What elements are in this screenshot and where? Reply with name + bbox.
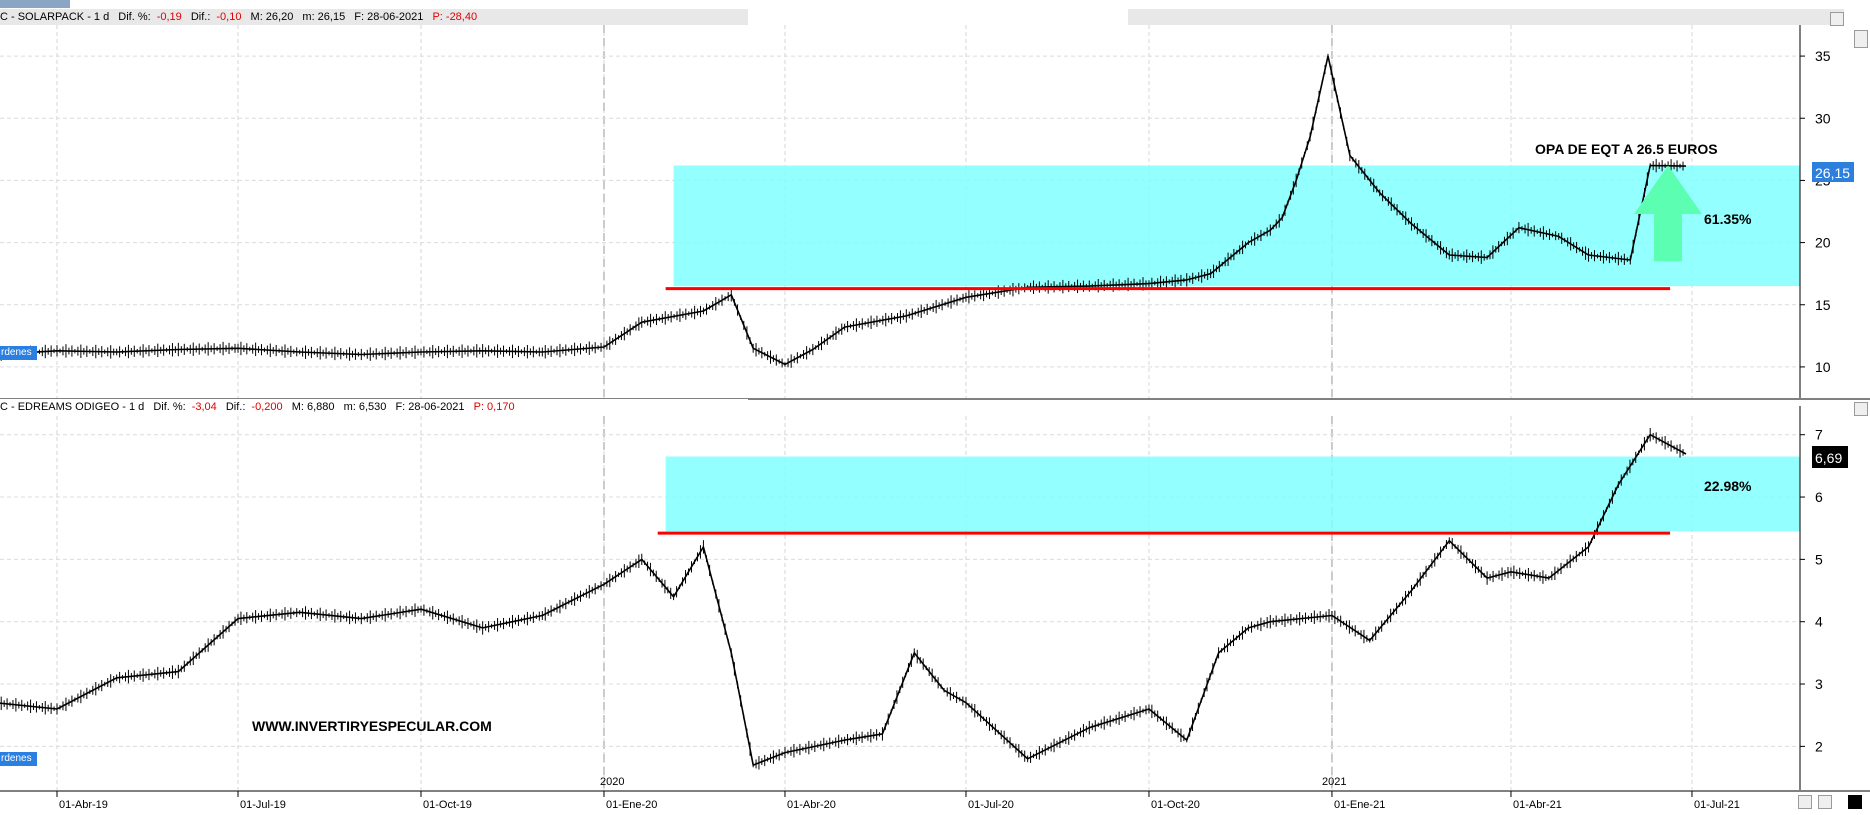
scroll-end-button[interactable] <box>1848 795 1862 809</box>
edreams-panel: 2 3 4 5 6 7 <box>0 406 1870 792</box>
edreams-title: C - EDREAMS ODIGEO - 1 d <box>0 401 145 413</box>
edreams-header: C - EDREAMS ODIGEO - 1 d Dif. %: -3,04 Di… <box>0 399 748 415</box>
solarpack-side-scroll-button[interactable] <box>1854 30 1868 48</box>
edreams-dif: -0,200 <box>251 401 283 413</box>
y-tick-label: 2 <box>1815 738 1823 754</box>
edreams-dif-label: Dif.: <box>225 401 246 413</box>
x-tick-label: 01-Jul-20 <box>968 799 1014 811</box>
y-tick-label: 30 <box>1815 110 1831 126</box>
solarpack-date: F: 28-06-2021 <box>354 11 424 23</box>
x-tick-label: 01-Jul-19 <box>240 799 286 811</box>
edreams-pct-label: 22.98% <box>1704 478 1752 494</box>
x-tick-label: 01-Oct-19 <box>423 799 472 811</box>
solarpack-price-tag-bg <box>1812 162 1854 182</box>
solarpack-p: P: -28,40 <box>432 11 478 23</box>
solarpack-orders-button[interactable]: rdenes <box>0 346 37 360</box>
x-tick-label: 01-Oct-20 <box>1151 799 1200 811</box>
opa-annotation: OPA DE EQT A 26.5 EUROS <box>1535 141 1718 157</box>
y-tick-label: 35 <box>1815 48 1831 64</box>
year-marker-2021: 2021 <box>1322 776 1346 788</box>
solarpack-max: M: 26,20 <box>250 11 294 23</box>
solarpack-collapse-button[interactable] <box>1830 12 1844 26</box>
x-tick-label: 01-Abr-20 <box>787 799 836 811</box>
zoom-fit-button[interactable] <box>1798 795 1812 809</box>
y-tick-label: 15 <box>1815 297 1831 313</box>
y-tick-label: 6 <box>1815 489 1823 505</box>
year-marker-2020: 2020 <box>600 776 624 788</box>
solarpack-dif-pct-label: Dif. %: <box>118 11 151 23</box>
window-top-strip <box>0 0 1870 8</box>
x-axis: 01-Abr-19 01-Jul-19 01-Oct-19 01-Ene-20 01-A… <box>0 790 1870 811</box>
website-watermark: WWW.INVERTIRYESPECULAR.COM <box>252 718 492 734</box>
solarpack-pct-label: 61.35% <box>1704 211 1752 227</box>
solarpack-header: C - SOLARPACK - 1 d Dif. %: -0,19 Dif.: -0… <box>0 9 748 25</box>
up-arrow <box>1634 165 1702 262</box>
edreams-max: M: 6,880 <box>291 401 335 413</box>
x-tick-label: 01-Jul-21 <box>1694 799 1740 811</box>
edreams-dif-pct-label: Dif. %: <box>153 401 186 413</box>
window-tab[interactable] <box>0 0 70 8</box>
edreams-price-tag-bg <box>1812 446 1848 468</box>
y-tick-label: 10 <box>1815 359 1831 375</box>
edreams-p: P: 0,170 <box>473 401 515 413</box>
solarpack-panel: 101520253035 <box>0 15 1870 400</box>
x-tick-label: 01-Abr-19 <box>59 799 108 811</box>
edreams-min: m: 6,530 <box>343 401 387 413</box>
edreams-side-scroll-button[interactable] <box>1854 402 1868 416</box>
y-tick-label: 20 <box>1815 235 1831 251</box>
edreams-orders-button[interactable]: rdenes <box>0 752 37 766</box>
solarpack-title: C - SOLARPACK - 1 d <box>0 11 110 23</box>
solarpack-dif: -0,10 <box>216 11 242 23</box>
x-tick-label: 01-Abr-21 <box>1513 799 1562 811</box>
solarpack-price-tag: 26,15 <box>1815 165 1850 181</box>
y-tick-label: 4 <box>1815 614 1823 630</box>
edreams-price-tag: 6,69 <box>1815 450 1842 466</box>
edreams-dif-pct: -3,04 <box>191 401 217 413</box>
y-tick-label: 7 <box>1815 427 1823 443</box>
edreams-date: F: 28-06-2021 <box>395 401 465 413</box>
y-tick-label: 3 <box>1815 676 1823 692</box>
solarpack-header-right <box>1128 9 1844 25</box>
solarpack-min: m: 26,15 <box>302 11 346 23</box>
x-tick-label: 01-Ene-20 <box>606 799 657 811</box>
solarpack-dif-pct: -0,19 <box>156 11 182 23</box>
x-tick-label: 01-Ene-21 <box>1334 799 1385 811</box>
target-zone <box>673 165 1800 287</box>
zoom-out-button[interactable] <box>1818 795 1832 809</box>
solarpack-dif-label: Dif.: <box>190 11 211 23</box>
target-zone <box>665 456 1800 532</box>
y-tick-label: 5 <box>1815 551 1823 567</box>
